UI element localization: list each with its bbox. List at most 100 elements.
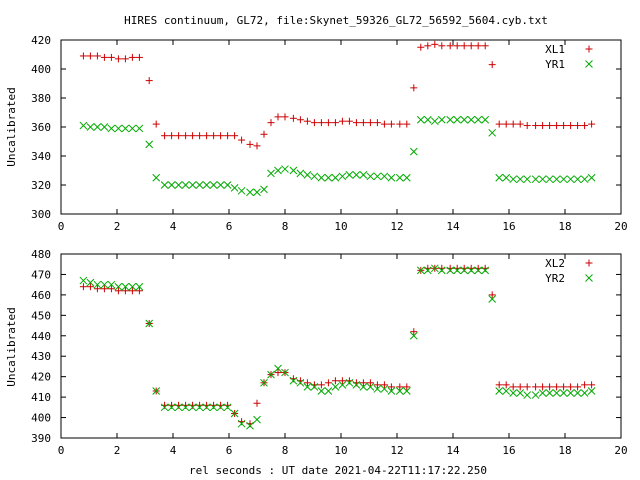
data-point <box>373 381 381 389</box>
data-point <box>289 376 298 385</box>
data-point <box>224 132 232 140</box>
data-point <box>107 53 115 61</box>
x-tick-label: 12 <box>390 220 403 233</box>
x-tick-label: 8 <box>282 220 289 233</box>
data-point <box>121 287 129 295</box>
legend-marker <box>585 274 593 282</box>
data-point <box>539 122 547 130</box>
data-point <box>516 383 524 391</box>
data-point <box>396 120 404 128</box>
y-tick-label: 420 <box>31 34 51 47</box>
data-point <box>453 266 462 275</box>
data-point <box>516 120 524 128</box>
data-point <box>553 122 561 130</box>
bottom-panel: Uncalibrated 0 2 4 6 8 10 12 14 16 18 20 390 400 410 4… <box>5 248 628 457</box>
data-point <box>296 378 305 387</box>
data-point <box>237 419 246 428</box>
data-point <box>79 283 87 291</box>
data-point <box>160 403 169 412</box>
data-point <box>395 387 404 395</box>
data-point <box>231 132 239 140</box>
data-point <box>509 175 518 184</box>
data-point <box>230 409 239 418</box>
data-point <box>86 123 95 131</box>
data-point <box>495 387 504 395</box>
data-point <box>79 121 88 130</box>
y-tick-label: 480 <box>31 248 51 261</box>
data-point <box>566 389 575 397</box>
data-point <box>303 379 311 387</box>
data-point <box>581 381 589 389</box>
data-point <box>274 113 282 121</box>
data-point <box>474 115 483 124</box>
data-point <box>460 115 469 124</box>
chart-title: HIRES continuum, GL72, file:Skynet_59326… <box>124 14 548 27</box>
data-point <box>380 381 388 389</box>
y-tick-label: 410 <box>31 391 51 404</box>
data-point <box>181 403 190 412</box>
data-point <box>509 389 518 397</box>
data-point <box>281 368 289 377</box>
x-tick-label: 6 <box>226 444 233 457</box>
data-point <box>331 383 340 391</box>
y-tick-label: 400 <box>31 412 51 425</box>
data-point <box>152 387 161 395</box>
data-point <box>373 119 381 127</box>
data-point <box>188 403 197 412</box>
data-point <box>324 387 333 395</box>
data-point <box>352 119 360 127</box>
data-point <box>545 175 554 184</box>
data-point <box>128 53 136 61</box>
y-tick-label: 420 <box>31 371 51 384</box>
data-point <box>114 124 123 133</box>
data-point <box>210 132 218 140</box>
data-point <box>481 266 490 275</box>
data-point <box>395 173 404 182</box>
data-point <box>574 122 582 130</box>
data-point <box>86 278 95 287</box>
data-point <box>230 184 239 192</box>
top-ylabel: Uncalibrated <box>5 87 18 166</box>
data-point <box>317 387 326 395</box>
data-point <box>310 119 318 127</box>
data-point <box>246 188 254 197</box>
data-point <box>502 387 511 395</box>
top-ticks: 0 2 4 6 8 10 12 14 16 18 20 300 320 340 360 380 400 420 <box>31 34 628 233</box>
y-tick-label: 450 <box>31 309 51 322</box>
data-point <box>274 364 282 373</box>
x-tick-label: 10 <box>334 444 347 457</box>
data-point <box>289 114 297 122</box>
data-point <box>410 328 418 336</box>
data-point <box>380 385 389 393</box>
data-point <box>580 389 589 397</box>
data-point <box>495 120 503 128</box>
data-point <box>387 387 396 395</box>
data-point <box>107 124 116 133</box>
y-tick-label: 400 <box>31 63 51 76</box>
data-point <box>114 55 122 63</box>
data-point <box>128 287 136 295</box>
data-point <box>296 169 305 178</box>
data-point <box>152 120 160 128</box>
data-point <box>438 42 446 50</box>
data-point <box>488 128 497 137</box>
data-point <box>202 403 211 412</box>
data-point <box>567 122 575 130</box>
data-point <box>402 173 411 182</box>
data-point <box>495 173 504 182</box>
data-point <box>495 381 503 389</box>
x-tick-label: 4 <box>170 220 177 233</box>
data-point <box>359 170 368 179</box>
y-tick-label: 390 <box>31 432 51 445</box>
x-tick-label: 10 <box>334 220 347 233</box>
data-point <box>538 389 547 397</box>
data-point <box>409 331 418 340</box>
data-point <box>303 170 312 179</box>
data-point <box>509 383 517 391</box>
data-point <box>387 383 395 391</box>
x-tick-label: 20 <box>614 220 627 233</box>
data-point <box>481 42 489 50</box>
legend-label: YR1 <box>545 58 565 71</box>
